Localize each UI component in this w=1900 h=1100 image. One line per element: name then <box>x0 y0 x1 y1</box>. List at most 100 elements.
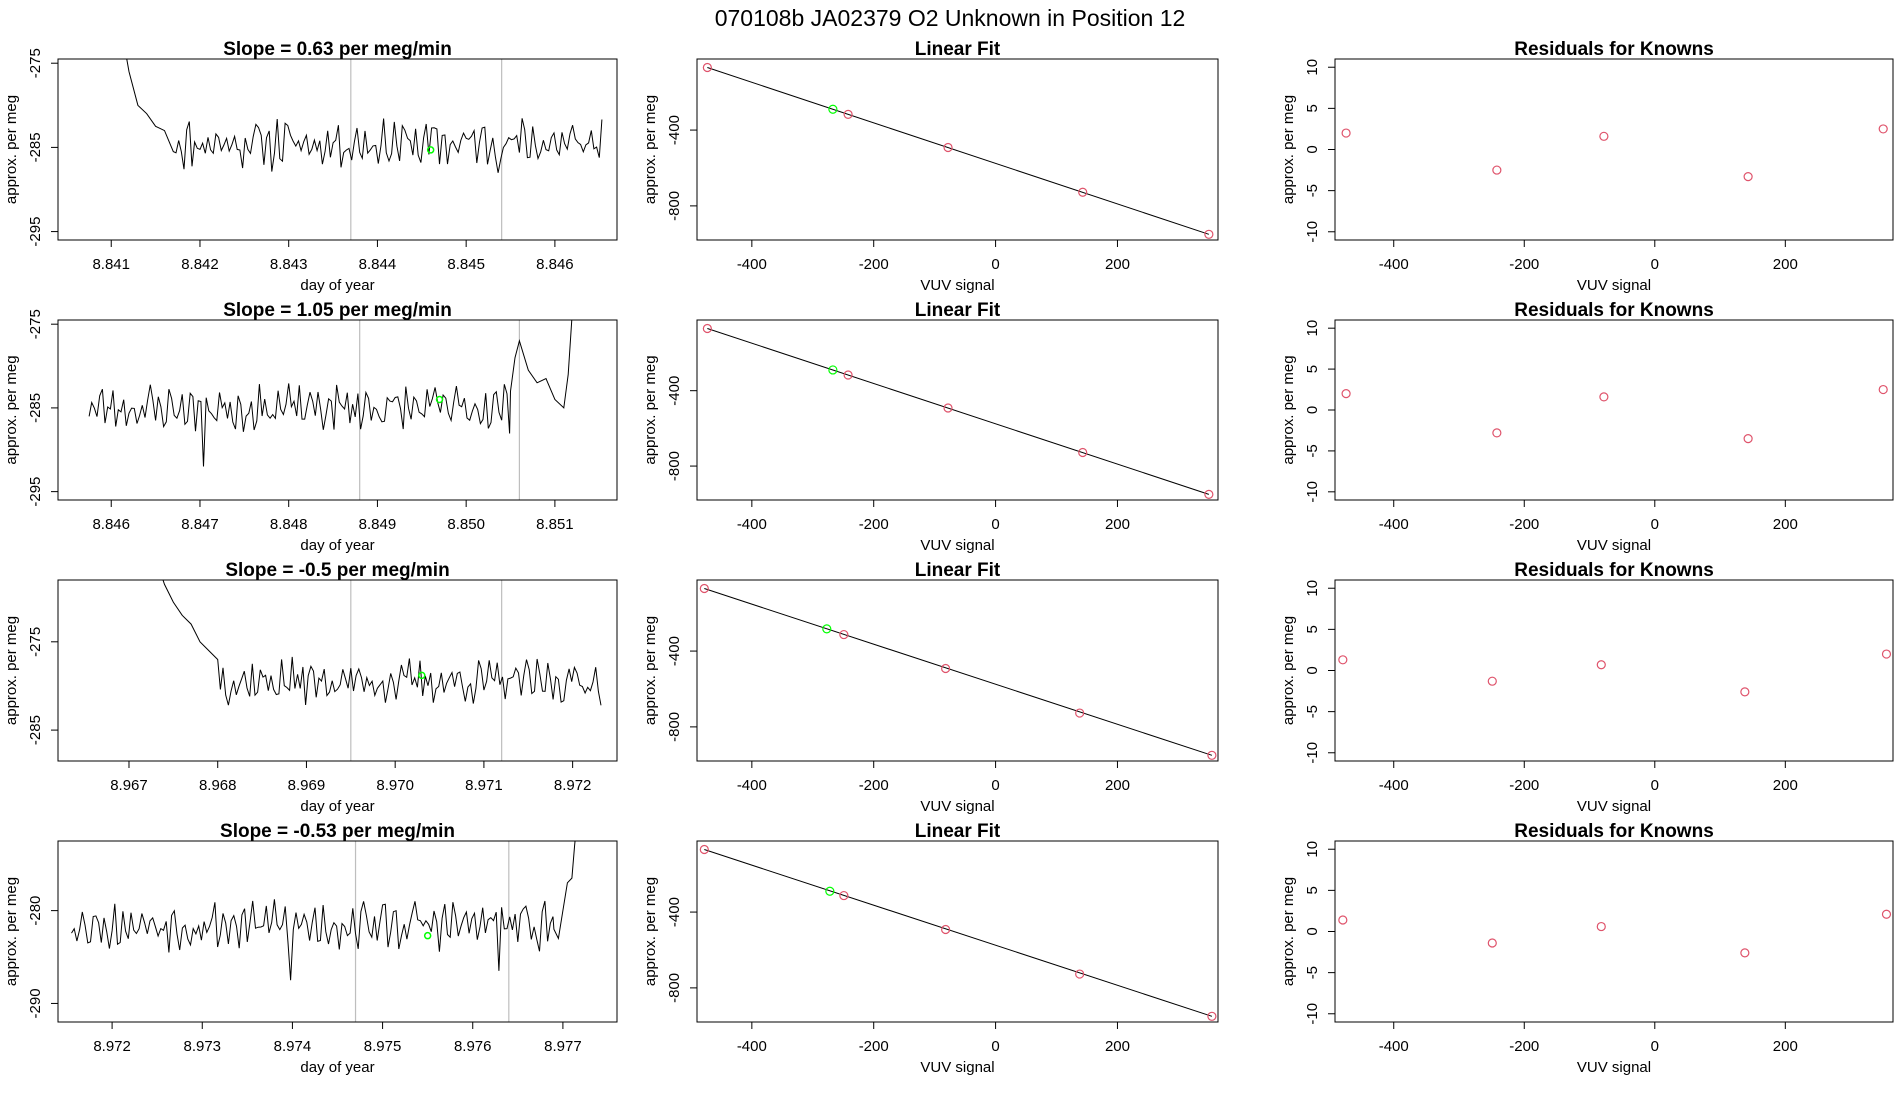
known-point <box>1596 660 1606 670</box>
y-axis-label: approx. per meg <box>642 877 659 986</box>
y-axis-label: approx. per meg <box>1280 95 1297 204</box>
y-tick-label: -275 <box>27 627 44 657</box>
plot-frame <box>57 579 618 762</box>
known-point <box>1743 172 1753 182</box>
plot-frame <box>57 319 618 501</box>
y-tick-label: -800 <box>666 191 683 221</box>
figure-title: 070108b JA02379 O2 Unknown in Position 1… <box>715 5 1186 31</box>
panel-title: Linear Fit <box>915 300 1001 321</box>
panel-title: Residuals for Knowns <box>1514 39 1714 60</box>
x-axis-label: VUV signal <box>920 277 994 294</box>
y-tick-label: -10 <box>1304 742 1321 764</box>
known-point <box>1207 750 1217 760</box>
x-tick-label: 8.972 <box>554 777 592 794</box>
panel-grid: Slope = 0.63 per meg/min day of year appro… <box>3 39 1894 1076</box>
plot-area <box>71 841 576 1022</box>
fit-line <box>707 67 1210 235</box>
known-point <box>1078 447 1088 458</box>
plot-frame <box>1334 840 1894 1023</box>
known-point <box>1487 938 1497 948</box>
y-tick-label: 10 <box>1304 59 1321 76</box>
unknown-point <box>426 146 435 154</box>
x-tick-label: 8.975 <box>364 1038 402 1055</box>
panel-3-1: Linear Fit VUV signal approx. per meg -400 -… <box>642 821 1219 1076</box>
known-point <box>1878 124 1888 134</box>
known-point <box>1075 969 1085 979</box>
panel-2-0: Slope = -0.5 per meg/min day of year appro… <box>3 560 618 815</box>
y-tick-label: -5 <box>1304 184 1321 197</box>
y-tick-label: -295 <box>27 217 44 247</box>
x-tick-label: 0 <box>1651 256 1659 273</box>
y-tick-label: 5 <box>1304 625 1321 633</box>
known-point <box>843 109 853 119</box>
panel-3-2: Residuals for Knowns VUV signal approx. pe… <box>1280 821 1894 1076</box>
plot-area <box>126 59 603 240</box>
y-tick-label: 10 <box>1304 320 1321 337</box>
x-tick-label: 0 <box>991 777 999 794</box>
panel-title: Residuals for Knowns <box>1514 821 1714 842</box>
x-tick-label: 8.850 <box>447 516 485 533</box>
unknown-point <box>825 886 835 896</box>
known-point <box>1341 128 1351 138</box>
plot-frame <box>1334 319 1894 501</box>
known-point <box>699 844 709 855</box>
y-axis-label: approx. per meg <box>642 616 659 725</box>
known-point <box>1341 389 1351 399</box>
known-point <box>702 323 712 334</box>
known-point <box>1740 948 1750 958</box>
unknown-point <box>828 104 838 114</box>
x-tick-label: -200 <box>1509 1038 1539 1055</box>
plot-area <box>1341 384 1888 444</box>
y-tick-label: 5 <box>1304 886 1321 894</box>
y-tick-label: -800 <box>666 451 683 481</box>
y-tick-label: 0 <box>1304 406 1321 414</box>
plot-area <box>162 580 602 761</box>
y-tick-label: -275 <box>27 309 44 339</box>
x-tick-label: 8.848 <box>270 516 308 533</box>
x-tick-label: 8.843 <box>270 256 308 273</box>
x-axis-label: day of year <box>300 537 374 554</box>
known-point <box>1492 165 1502 175</box>
y-axis-label: approx. per meg <box>1280 616 1297 725</box>
y-axis-label: approx. per meg <box>1280 355 1297 464</box>
known-point <box>1743 434 1753 444</box>
panel-title: Slope = 0.63 per meg/min <box>223 39 452 60</box>
known-point <box>943 403 953 413</box>
y-tick-label: -10 <box>1304 481 1321 503</box>
y-tick-label: -800 <box>666 712 683 742</box>
x-tick-label: -400 <box>737 1038 767 1055</box>
known-point <box>843 370 853 380</box>
known-point <box>1204 229 1214 239</box>
x-tick-label: 200 <box>1773 516 1798 533</box>
x-tick-label: -400 <box>1379 516 1409 533</box>
x-tick-label: 8.845 <box>447 256 485 273</box>
x-tick-label: -200 <box>859 516 889 533</box>
y-tick-label: 5 <box>1304 365 1321 373</box>
panel-0-1: Linear Fit VUV signal approx. per meg -400 -… <box>642 39 1219 294</box>
x-tick-label: 8.847 <box>181 516 219 533</box>
plot-frame <box>57 840 618 1023</box>
y-axis-label: approx. per meg <box>3 95 20 204</box>
x-tick-label: 8.968 <box>199 777 237 794</box>
x-tick-label: 8.973 <box>183 1038 221 1055</box>
known-point <box>1881 649 1892 659</box>
known-point <box>699 583 709 594</box>
time-series-line <box>88 320 573 467</box>
panel-3-0: Slope = -0.53 per meg/min day of year appr… <box>3 821 618 1076</box>
fit-line <box>704 849 1213 1017</box>
plot-area <box>1338 649 1892 697</box>
known-point <box>941 924 951 935</box>
plot-area <box>702 323 1214 499</box>
x-tick-label: 0 <box>991 1038 999 1055</box>
x-tick-label: 0 <box>1651 516 1659 533</box>
x-tick-label: -400 <box>1379 777 1409 794</box>
known-point <box>943 142 953 153</box>
known-point <box>1204 489 1214 499</box>
plot-frame <box>696 58 1219 241</box>
x-tick-label: 200 <box>1105 1038 1130 1055</box>
panel-title: Residuals for Knowns <box>1514 560 1714 581</box>
y-axis-label: approx. per meg <box>3 616 20 725</box>
known-point <box>1878 384 1888 395</box>
fit-line <box>707 328 1210 495</box>
